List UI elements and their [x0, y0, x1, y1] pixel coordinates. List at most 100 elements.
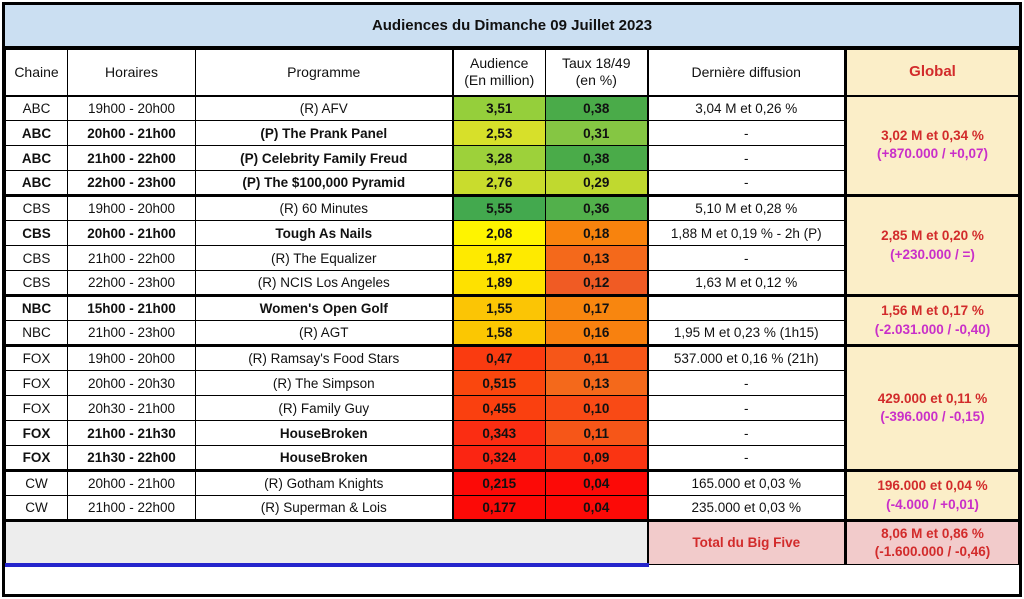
- taux-cell: 0,31: [545, 120, 648, 146]
- table-row: NBC 21h00 - 23h00 (R) AGT 1,58 0,16 1,95 M et…: [5, 320, 1019, 346]
- col-header-taux-line1: Taux 18/49: [562, 54, 631, 71]
- global-cell: 1,56 M et 0,17 % (-2.031.000 / -0,40): [845, 294, 1019, 346]
- derniere-cell: 165.000 et 0,03 %: [646, 469, 847, 496]
- chaine-cell: FOX: [5, 395, 68, 421]
- horaires-cell: 21h00 - 22h00: [67, 245, 196, 271]
- derniere-cell: 235.000 et 0,03 %: [646, 495, 847, 521]
- chaine-cell: NBC: [5, 320, 68, 346]
- table-row: ABC 21h00 - 22h00 (P) Celebrity Family Fre…: [5, 145, 1019, 171]
- taux-cell: 0,12: [545, 270, 648, 296]
- footer-empty-cell: [5, 519, 648, 567]
- chaine-cell: FOX: [5, 445, 68, 471]
- taux-cell: 0,36: [545, 194, 648, 221]
- horaires-cell: 20h00 - 21h00: [67, 469, 196, 496]
- programme-cell: (R) Family Guy: [195, 395, 453, 421]
- derniere-cell: -: [646, 420, 847, 446]
- total-line2: (-1.600.000 / -0,46): [874, 544, 991, 559]
- col-header-taux-line2: (en %): [575, 72, 617, 89]
- chaine-cell: CBS: [5, 220, 68, 246]
- chaine-cell: ABC: [5, 95, 68, 121]
- audience-cell: 1,87: [451, 245, 546, 271]
- audience-cell: 5,55: [451, 194, 546, 221]
- taux-cell: 0,18: [545, 220, 648, 246]
- taux-cell: 0,38: [545, 95, 648, 121]
- table-row: CBS 20h00 - 21h00 Tough As Nails 2,08 0,18 1,…: [5, 220, 1019, 246]
- derniere-cell: 1,88 M et 0,19 % - 2h (P): [646, 220, 847, 246]
- audience-cell: 0,47: [451, 344, 546, 371]
- programme-cell: Women's Open Golf: [195, 294, 453, 321]
- horaires-cell: 15h00 - 21h00: [67, 294, 196, 321]
- global-line2: (-396.000 / -0,15): [880, 409, 985, 424]
- chaine-cell: FOX: [5, 370, 68, 396]
- col-header-horaires: Horaires: [67, 49, 196, 97]
- programme-cell: (R) The Simpson: [195, 370, 453, 396]
- chaine-cell: CBS: [5, 194, 68, 221]
- derniere-cell: -: [646, 445, 847, 471]
- taux-cell: 0,09: [545, 445, 648, 471]
- taux-cell: 0,13: [545, 245, 648, 271]
- chaine-cell: NBC: [5, 294, 68, 321]
- programme-cell: (R) Ramsay's Food Stars: [195, 344, 453, 371]
- programme-cell: (P) The $100,000 Pyramid: [195, 170, 453, 196]
- col-header-derniere: Dernière diffusion: [646, 49, 847, 97]
- global-cell: 3,02 M et 0,34 % (+870.000 / +0,07): [845, 95, 1019, 196]
- horaires-cell: 21h00 - 21h30: [67, 420, 196, 446]
- audience-cell: 0,343: [451, 420, 546, 446]
- chaine-cell: CBS: [5, 245, 68, 271]
- global-line1: 196.000 et 0,04 %: [877, 478, 988, 494]
- table-title: Audiences du Dimanche 09 Juillet 2023: [5, 5, 1019, 49]
- table-row: FOX 19h00 - 20h00 (R) Ramsay's Food Stars 0…: [5, 344, 1019, 471]
- global-line2: (+870.000 / +0,07): [876, 146, 989, 162]
- taux-cell: 0,38: [545, 145, 648, 171]
- horaires-cell: 21h30 - 22h00: [67, 445, 196, 471]
- taux-cell: 0,11: [545, 344, 648, 371]
- audience-cell: 1,89: [451, 270, 546, 296]
- programme-cell: (R) Gotham Knights: [195, 469, 453, 496]
- col-header-audience-line1: Audience: [470, 54, 529, 71]
- taux-cell: 0,04: [545, 469, 648, 496]
- horaires-cell: 22h00 - 23h00: [67, 270, 196, 296]
- derniere-cell: 537.000 et 0,16 % (21h): [646, 344, 847, 371]
- horaires-cell: 19h00 - 20h00: [67, 95, 196, 121]
- table-row: CW 21h00 - 22h00 (R) Superman & Lois 0,177 0…: [5, 495, 1019, 521]
- taux-cell: 0,11: [545, 420, 648, 446]
- taux-cell: 0,13: [545, 370, 648, 396]
- global-line2: (-4.000 / +0,01): [886, 496, 979, 512]
- horaires-cell: 21h00 - 22h00: [67, 145, 196, 171]
- horaires-cell: 20h00 - 21h00: [67, 220, 196, 246]
- col-header-audience-line2: (En million): [464, 72, 535, 89]
- audience-cell: 2,53: [451, 120, 546, 146]
- audience-cell: 0,324: [451, 445, 546, 471]
- chaine-cell: ABC: [5, 170, 68, 196]
- table-header: Chaine Horaires Programme Audience (En m…: [5, 49, 1019, 97]
- horaires-cell: 19h00 - 20h00: [67, 344, 196, 371]
- audience-table: Chaine Horaires Programme Audience (En m…: [5, 49, 1019, 567]
- total-line1: 8,06 M et 0,86 %: [881, 525, 984, 541]
- horaires-cell: 21h00 - 22h00: [67, 495, 196, 521]
- programme-cell: (P) Celebrity Family Freud: [195, 145, 453, 171]
- programme-cell: (R) Superman & Lois: [195, 495, 453, 521]
- table-row: CBS 22h00 - 23h00 (R) NCIS Los Angeles 1,89…: [5, 270, 1019, 296]
- horaires-cell: 20h30 - 21h00: [67, 395, 196, 421]
- derniere-cell: -: [646, 170, 847, 196]
- taux-cell: 0,10: [545, 395, 648, 421]
- horaires-cell: 22h00 - 23h00: [67, 170, 196, 196]
- horaires-cell: 20h00 - 21h00: [67, 120, 196, 146]
- chaine-cell: CW: [5, 495, 68, 521]
- horaires-cell: 19h00 - 20h00: [67, 194, 196, 221]
- chaine-cell: CW: [5, 469, 68, 496]
- programme-cell: (R) AFV: [195, 95, 453, 121]
- audience-cell: 0,515: [451, 370, 546, 396]
- audience-cell: 1,55: [451, 294, 546, 321]
- derniere-cell: -: [646, 120, 847, 146]
- total-value-cell: 8,06 M et 0,86 % (-1.600.000 / -0,46): [845, 519, 1019, 565]
- derniere-cell: -: [646, 395, 847, 421]
- total-label-cell: Total du Big Five: [646, 519, 847, 565]
- global-cell: 196.000 et 0,04 % (-4.000 / +0,01): [845, 469, 1019, 521]
- col-header-programme: Programme: [195, 49, 453, 97]
- audience-cell: 2,08: [451, 220, 546, 246]
- programme-cell: (P) The Prank Panel: [195, 120, 453, 146]
- programme-cell: (R) 60 Minutes: [195, 194, 453, 221]
- derniere-cell: [646, 294, 847, 321]
- horaires-cell: 20h00 - 20h30: [67, 370, 196, 396]
